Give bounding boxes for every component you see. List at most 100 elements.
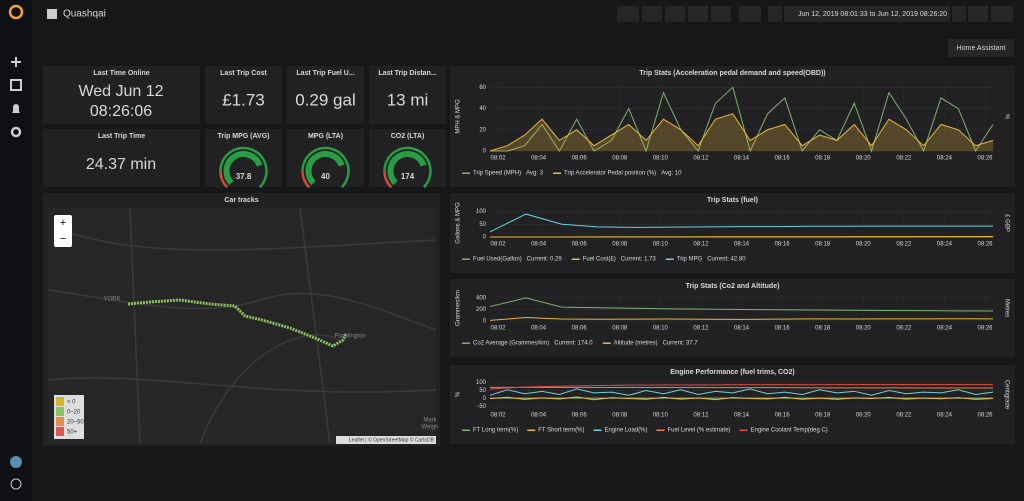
panel-title: Trip Stats (fuel) (707, 197, 758, 204)
panel-title: MPG (LTA) (308, 133, 343, 140)
refresh-button[interactable] (991, 6, 1013, 22)
link-label[interactable]: Home Assistant (957, 45, 1006, 52)
y-tick-label: 50 (479, 222, 486, 228)
x-tick-label: 08:02 (490, 326, 506, 332)
logo[interactable] (8, 4, 24, 20)
road (299, 207, 331, 445)
legend-label: FT Short term(%) (538, 428, 584, 434)
x-tick-label: 08:14 (734, 242, 750, 248)
forward-button[interactable] (952, 6, 966, 22)
x-tick-label: 08:18 (815, 242, 831, 248)
zoom-in[interactable]: + (60, 217, 66, 229)
gauge-threshold (383, 146, 432, 189)
x-tick-label: 08:10 (653, 326, 669, 332)
x-tick-label: 08:04 (531, 326, 547, 332)
panel-title: Last Time Online (93, 70, 149, 77)
gauge-value: 174 (401, 172, 415, 181)
panel (369, 66, 446, 124)
save-button[interactable] (688, 6, 708, 22)
zoom-button[interactable] (968, 6, 988, 22)
road (199, 334, 341, 445)
legend-stat: Current: 37.7 (663, 341, 699, 347)
legend-swatch (462, 429, 470, 431)
x-tick-label: 08:14 (734, 413, 750, 419)
add-panel-button[interactable] (617, 6, 639, 22)
x-tick-label: 08:20 (856, 156, 872, 162)
series-line (490, 86, 994, 153)
series-line (490, 386, 993, 389)
legend-label: Fuel Level (% estimate) (668, 428, 731, 434)
stat-value: Wed Jun 12 (78, 83, 163, 100)
legend-label: Trip Accelerator Pedal position (%) (564, 171, 656, 177)
series-line (489, 384, 993, 390)
x-tick-label: 08:04 (531, 413, 547, 419)
panel (43, 66, 200, 124)
y-tick-label: 200 (476, 307, 487, 313)
x-tick-label: 08:10 (653, 413, 669, 419)
settings-button[interactable] (711, 6, 731, 22)
x-tick-label: 08:08 (612, 242, 628, 248)
x-tick-label: 08:04 (531, 242, 547, 248)
zoom-control[interactable] (54, 215, 72, 247)
legend-swatch (56, 407, 64, 416)
legend-label: < 0 (67, 400, 76, 406)
legend-stat: Current: 42.80 (707, 257, 746, 263)
x-tick-label: 08:26 (977, 413, 993, 419)
x-tick-label: 08:08 (612, 326, 628, 332)
road (47, 377, 437, 393)
y-axis-label: % (456, 391, 462, 397)
legend-label: Fuel Used(Gallon) (473, 257, 522, 263)
y-tick-label: 400 (476, 295, 487, 301)
y-tick-label: 0 (483, 235, 487, 241)
zoom-out[interactable]: − (60, 233, 66, 245)
x-tick-label: 08:06 (572, 326, 588, 332)
x-tick-label: 08:22 (896, 156, 912, 162)
y-tick-label: 100 (476, 209, 487, 215)
road (129, 207, 141, 445)
time-range[interactable]: Jun 12, 2019 08:01:33 to Jun 12, 2019 08… (798, 11, 947, 18)
legend-swatch (602, 342, 611, 344)
add-icon[interactable] (11, 57, 21, 67)
legend-stat: Current: 174.0 (554, 341, 593, 347)
share-button[interactable] (665, 6, 685, 22)
settings-icon[interactable] (10, 126, 22, 138)
panel (205, 129, 282, 187)
y-tick-label: 100 (476, 380, 487, 386)
series-line (489, 113, 994, 152)
dashboard-title[interactable]: Quashqai (63, 9, 106, 20)
star-button[interactable] (642, 6, 662, 22)
gauge-threshold (219, 170, 229, 189)
x-tick-label: 08:06 (572, 242, 588, 248)
x-tick-label: 08:10 (653, 156, 669, 162)
x-tick-label: 08:16 (775, 242, 791, 248)
panel-title: Trip Stats (Acceleration pedal demand an… (639, 70, 825, 77)
panel (450, 66, 1015, 187)
link-button[interactable] (948, 39, 1014, 57)
legend-swatch (462, 172, 470, 174)
road (59, 229, 437, 251)
y2-axis-label: Metres (1003, 299, 1009, 317)
panel (450, 365, 1015, 444)
y-axis-label: Grammes/km (456, 290, 462, 326)
legend-label: 20–50 (67, 420, 84, 426)
x-tick-label: 08:14 (734, 156, 750, 162)
panel-title: Trip Stats (Co2 and Altitude) (686, 283, 780, 290)
legend-label: Co2 Average (Grammes/km) (473, 341, 549, 347)
panel-title: Trip MPG (AVG) (218, 133, 270, 140)
alerts-icon[interactable] (12, 104, 20, 113)
y-tick-label: 0 (483, 149, 487, 155)
legend-swatch (56, 427, 64, 436)
legend-swatch (656, 429, 665, 431)
tv-button[interactable] (739, 6, 761, 22)
back-button[interactable] (768, 6, 782, 22)
x-tick-label: 08:24 (937, 326, 953, 332)
y2-axis-label: £ GBP (1003, 214, 1009, 232)
panel-title: Last Trip Fuel U... (296, 70, 354, 77)
dashboards-icon[interactable] (10, 79, 22, 91)
help-icon[interactable] (10, 478, 22, 490)
stat-value: 0.29 gal (295, 90, 356, 109)
avatar[interactable] (10, 456, 22, 468)
legend-label: Engine Load(%) (604, 428, 647, 434)
x-tick-label: 08:16 (775, 156, 791, 162)
time-picker[interactable] (784, 6, 950, 22)
